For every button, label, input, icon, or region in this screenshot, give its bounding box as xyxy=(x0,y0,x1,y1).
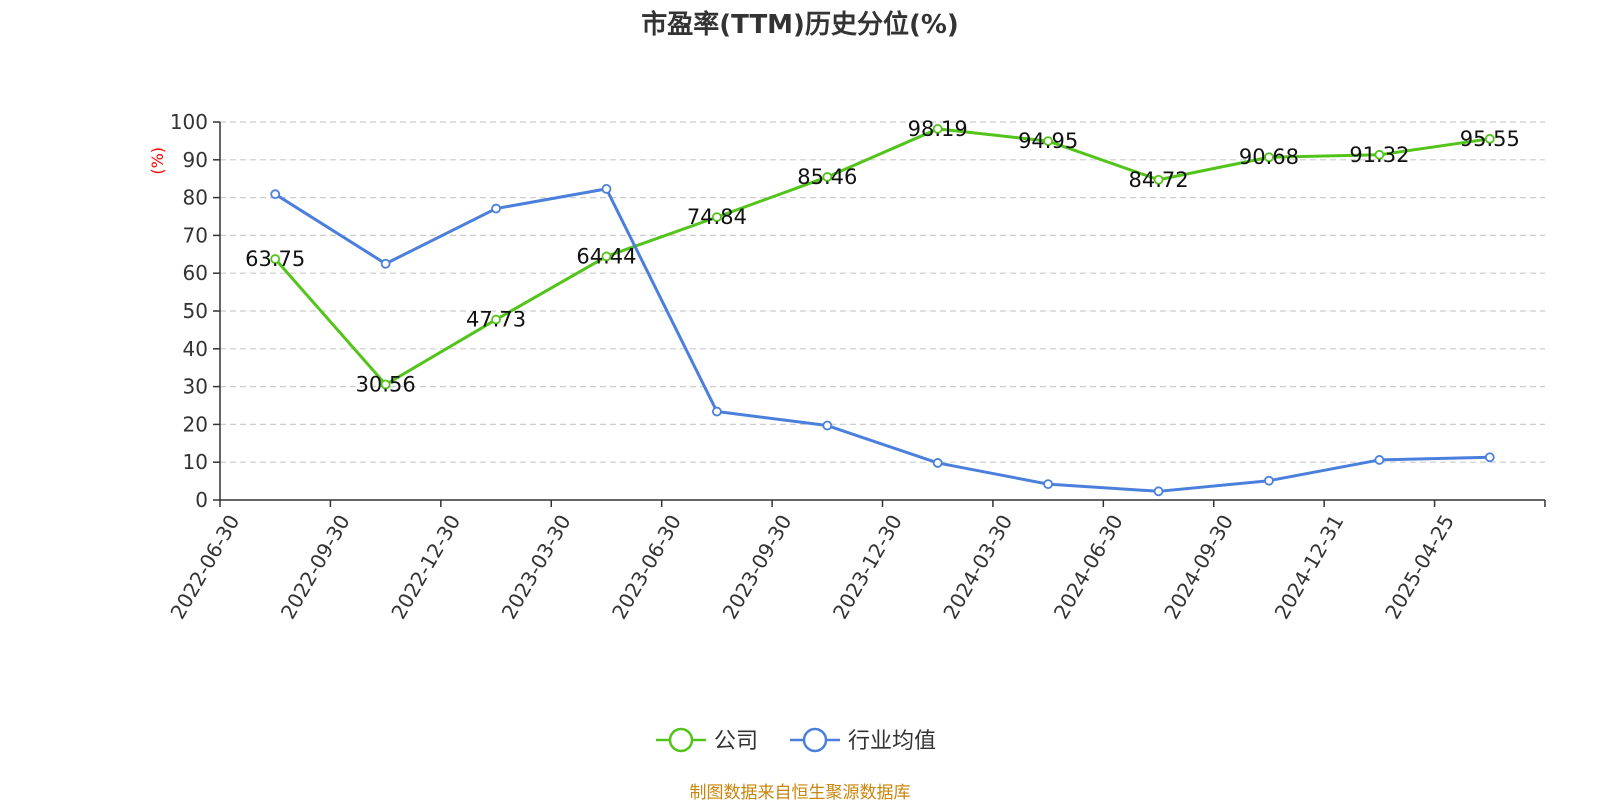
legend-label: 公司 xyxy=(714,729,758,754)
x-tick-label: 2023-03-30 xyxy=(497,511,576,624)
data-point xyxy=(711,406,722,417)
data-source-note: 制图数据来自恒生聚源数据库 xyxy=(689,783,911,803)
y-tick-label: 90 xyxy=(183,148,208,172)
x-tick-label: 2023-06-30 xyxy=(607,511,686,624)
data-point xyxy=(270,189,281,200)
y-tick-label: 80 xyxy=(183,186,208,210)
x-tick-label: 2024-06-30 xyxy=(1049,511,1128,624)
data-point xyxy=(1374,455,1385,465)
y-tick-label: 20 xyxy=(183,412,208,436)
data-label: 74.84 xyxy=(687,205,747,229)
series-line-0 xyxy=(274,127,1491,386)
data-point xyxy=(1484,452,1495,463)
y-tick-label: 60 xyxy=(183,261,208,285)
data-point xyxy=(491,203,501,214)
x-tick-label: 2024-09-30 xyxy=(1159,511,1238,624)
y-tick-label: 40 xyxy=(183,337,208,361)
data-point xyxy=(601,184,612,194)
data-point xyxy=(270,254,281,264)
legend-circle-icon xyxy=(668,727,694,753)
x-tick-label: 2024-12-31 xyxy=(1270,511,1349,624)
x-tick-label: 2023-12-30 xyxy=(828,511,907,624)
y-axis-label: (%) xyxy=(148,147,167,175)
data-label: 63.75 xyxy=(245,247,305,271)
legend: 公司 行业均值 xyxy=(656,727,936,754)
data-point xyxy=(380,379,391,390)
x-tick-label: 2022-09-30 xyxy=(276,511,355,624)
x-tick-label: 2024-03-30 xyxy=(938,511,1017,624)
x-tick-label: 2023-09-30 xyxy=(718,511,797,624)
data-labels: 63.75 30.56 47.73 64.44 74.84 85.46 98.19 94.95… xyxy=(245,117,1520,397)
data-label: 91.32 xyxy=(1349,143,1409,167)
y-tick-label: 100 xyxy=(170,110,208,134)
legend-item-0: 公司 xyxy=(656,727,758,754)
data-point xyxy=(1484,133,1495,144)
y-tick-label: 10 xyxy=(183,450,208,474)
x-tick-label: 2025-04-25 xyxy=(1380,511,1459,624)
data-label: 30.56 xyxy=(356,372,416,396)
data-point xyxy=(601,251,612,262)
y-tick-label: 30 xyxy=(183,375,208,399)
grid-lines xyxy=(220,121,1545,463)
data-label: 94.95 xyxy=(1018,129,1078,153)
x-tick-label: 2022-06-30 xyxy=(165,511,244,624)
data-label: 64.44 xyxy=(576,244,636,268)
data-point xyxy=(1153,174,1164,185)
data-label: 85.46 xyxy=(797,165,857,189)
legend-circle-icon xyxy=(802,727,828,753)
data-point xyxy=(380,258,391,269)
y-tick-label: 0 xyxy=(195,488,208,512)
data-label: 84.72 xyxy=(1128,168,1188,192)
y-tick-label: 50 xyxy=(183,299,208,323)
data-point xyxy=(1153,486,1164,497)
x-tick-label: 2022-12-30 xyxy=(386,511,465,624)
data-point xyxy=(932,458,943,468)
data-point xyxy=(1043,479,1054,490)
data-label: 90.68 xyxy=(1239,145,1299,169)
y-tick-label: 70 xyxy=(183,223,208,247)
chart-title: 市盈率(TTM)历史分位(%) xyxy=(641,10,959,40)
legend-item-1: 行业均值 xyxy=(790,727,936,754)
data-point xyxy=(711,212,722,223)
data-point xyxy=(822,172,833,182)
series-lines xyxy=(270,123,1495,497)
data-point xyxy=(1374,149,1385,160)
data-label: 95.55 xyxy=(1460,127,1520,151)
data-point xyxy=(1043,136,1054,146)
legend-label: 行业均值 xyxy=(848,729,936,754)
data-point xyxy=(1264,475,1274,486)
data-label: 98.19 xyxy=(908,117,968,141)
data-point xyxy=(1264,152,1274,163)
data-point xyxy=(932,123,943,134)
data-point xyxy=(822,420,833,431)
data-label: 47.73 xyxy=(466,308,526,332)
data-point xyxy=(491,314,501,325)
series-line-1 xyxy=(274,187,1490,493)
